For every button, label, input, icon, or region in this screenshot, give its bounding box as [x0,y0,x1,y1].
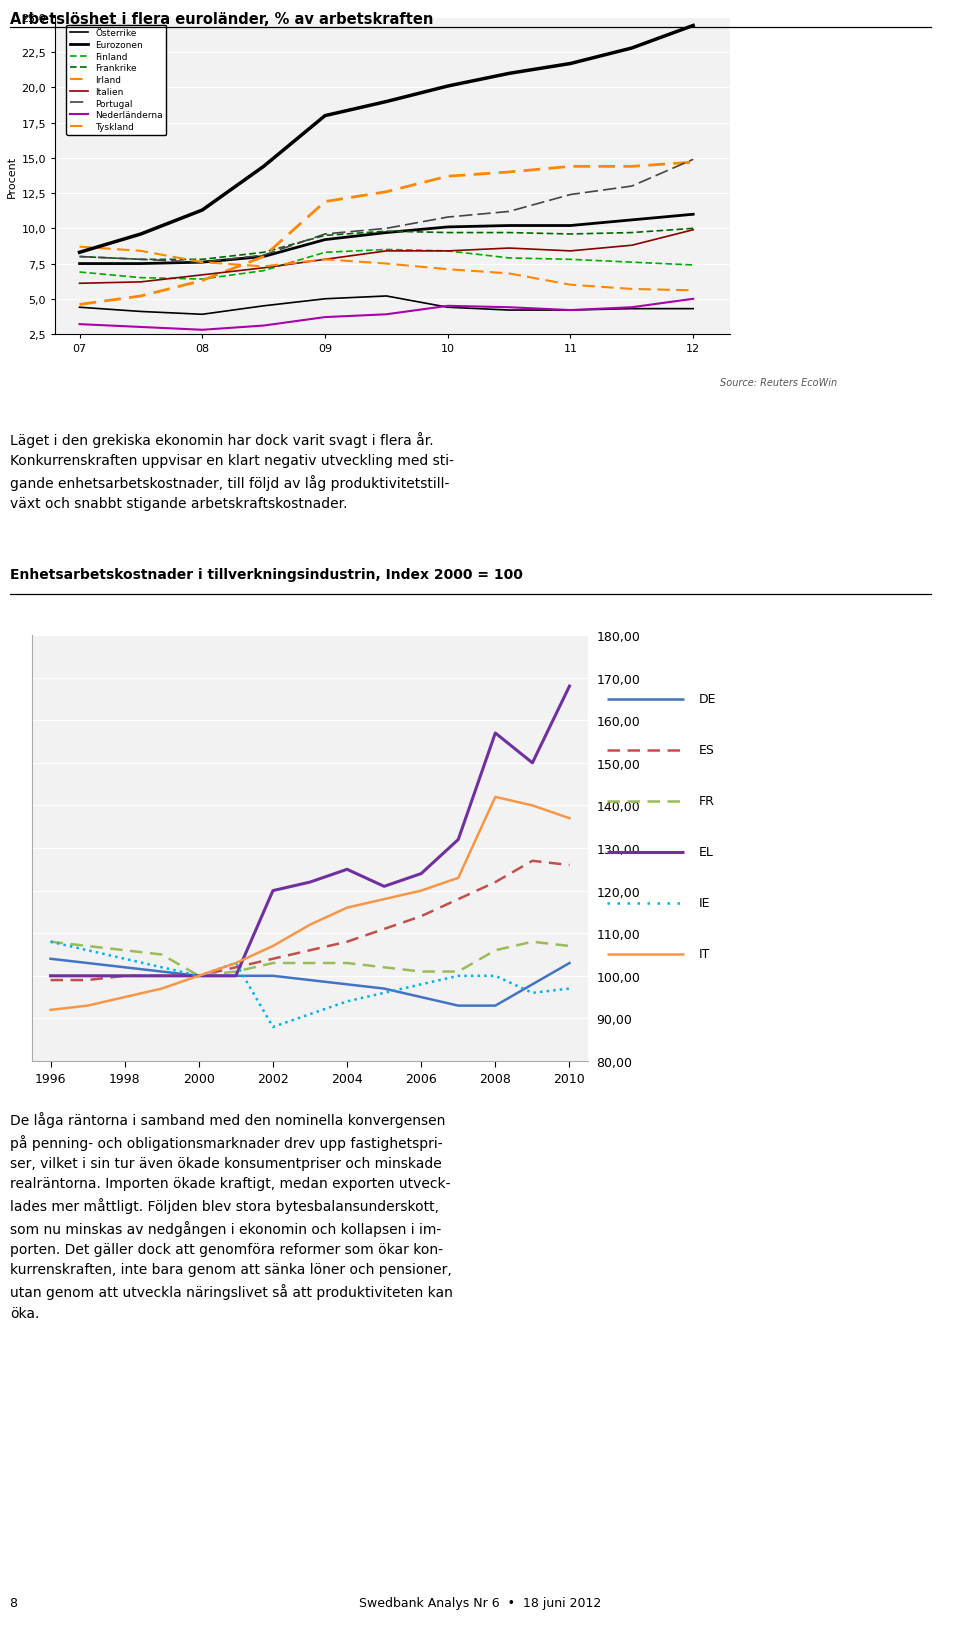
Text: Source: Reuters EcoWin: Source: Reuters EcoWin [720,377,837,388]
Text: IT: IT [699,947,709,960]
Text: DE: DE [699,693,716,706]
Y-axis label: Procent: Procent [7,156,17,197]
Text: ES: ES [699,744,714,757]
Text: FR: FR [699,795,714,808]
Legend: Österrike, Eurozonen, Finland, Frankrike, Irland, Italien, Portugal, Nederländer: Österrike, Eurozonen, Finland, Frankrike… [66,26,166,136]
Text: IE: IE [699,897,709,910]
Text: Läget i den grekiska ekonomin har dock varit svagt i flera år.
Konkurrenskraften: Läget i den grekiska ekonomin har dock v… [10,431,454,511]
Text: Swedbank Analys Nr 6  •  18 juni 2012: Swedbank Analys Nr 6 • 18 juni 2012 [359,1596,601,1609]
Text: 8: 8 [10,1596,17,1609]
Text: EL: EL [699,846,713,859]
Text: Enhetsarbetskostnader i tillverkningsindustrin, Index 2000 = 100: Enhetsarbetskostnader i tillverkningsind… [10,567,523,582]
Text: De låga räntorna i samband med den nominella konvergensen
på penning- och obliga: De låga räntorna i samband med den nomin… [10,1111,453,1319]
Text: Arbetslöshet i flera euroländer, % av arbetskraften: Arbetslöshet i flera euroländer, % av ar… [10,11,433,26]
